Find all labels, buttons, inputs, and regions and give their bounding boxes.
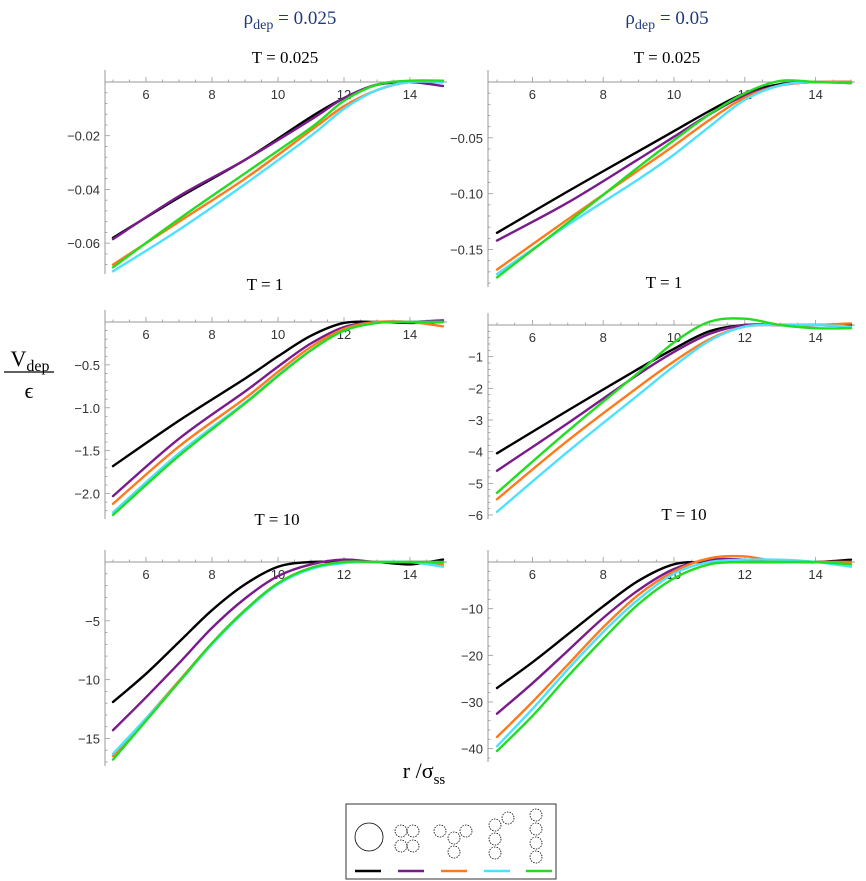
y-tick-label: −1.0 — [74, 401, 100, 416]
panel-title: T = 10 — [661, 505, 706, 524]
four-sphere-zigzag-icon — [488, 811, 515, 860]
x-tick-label: 14 — [403, 327, 417, 342]
y-tick-label: −0.10 — [450, 187, 483, 202]
series-line-3 — [495, 80, 853, 271]
series-line-3 — [111, 80, 445, 266]
series-line-4 — [111, 80, 445, 273]
x-axis-label: r /σss — [403, 758, 446, 788]
series-line-5 — [111, 79, 445, 269]
y-tick-label: −2.0 — [74, 487, 100, 502]
x-tick-label: 8 — [208, 567, 215, 582]
x-tick-label: 6 — [529, 567, 536, 582]
y-axis-label: Vdep ϵ — [4, 346, 54, 403]
series-line-3 — [111, 320, 445, 505]
panel-title: T = 10 — [254, 510, 299, 529]
series-line-5 — [111, 320, 445, 517]
x-tick-label: 10 — [271, 87, 285, 102]
series-line-5 — [111, 560, 445, 761]
x-tick-label: 8 — [208, 87, 215, 102]
y-tick-label: −0.04 — [67, 182, 100, 197]
panel-middle-right: T = 16 8 10 12 14−6−5−4−3−2−1 — [468, 273, 855, 523]
y-tick-label: −0.06 — [67, 236, 100, 251]
x-tick-label: 8 — [600, 330, 607, 345]
series-line-5 — [495, 317, 853, 494]
x-tick-label: 12 — [337, 567, 351, 582]
x-tick-label: 8 — [208, 327, 215, 342]
series-line-1 — [495, 80, 853, 234]
svg-text:Vdep: Vdep — [11, 346, 50, 375]
x-tick-label: 14 — [808, 330, 822, 345]
four-sphere-cluster-icon — [394, 824, 420, 853]
x-tick-label: 14 — [808, 87, 822, 102]
x-tick-label: 10 — [271, 327, 285, 342]
y-tick-label: −3 — [468, 413, 483, 428]
legend — [345, 803, 557, 880]
x-tick-label: 14 — [403, 567, 417, 582]
x-tick-label: 6 — [142, 567, 149, 582]
y-tick-label: −2 — [468, 381, 483, 396]
y-tick-label: −15 — [78, 731, 100, 746]
x-tick-label: 6 — [142, 327, 149, 342]
y-tick-label: −5 — [468, 476, 483, 491]
y-tick-label: −40 — [461, 742, 483, 757]
x-tick-label: 6 — [529, 330, 536, 345]
panel-title: T = 0.025 — [634, 48, 700, 67]
y-tick-label: −20 — [461, 648, 483, 663]
x-tick-label: 8 — [600, 87, 607, 102]
four-sphere-branched-icon — [433, 824, 473, 859]
svg-text:ϵ: ϵ — [25, 378, 34, 403]
x-tick-label: 6 — [142, 87, 149, 102]
series-line-5 — [495, 79, 853, 279]
series-line-1 — [111, 320, 445, 468]
panel-title: T = 1 — [646, 273, 683, 292]
y-tick-label: −10 — [461, 602, 483, 617]
x-tick-label: 12 — [738, 567, 752, 582]
series-line-2 — [495, 323, 853, 472]
panel-title: T = 0.025 — [252, 48, 318, 67]
y-tick-label: −30 — [461, 695, 483, 710]
y-tick-label: −5 — [85, 614, 100, 629]
series-line-4 — [495, 323, 853, 513]
panel-bottom-left: T = 106 8 10 12 14−15−10−5 — [78, 510, 447, 766]
y-tick-label: −0.15 — [450, 243, 483, 258]
panel-middle-left: T = 16 8 10 12 14−2.0−1.5−1.0−0.5 — [74, 275, 447, 519]
single-sphere-icon — [354, 822, 384, 852]
column-header-rho-0.025: ρdep = 0.025 — [244, 8, 337, 33]
series-line-5 — [495, 560, 853, 753]
panel-title: T = 1 — [247, 275, 284, 294]
x-tick-label: 6 — [529, 87, 536, 102]
series-line-4 — [111, 320, 445, 514]
series-line-4 — [495, 80, 853, 276]
y-tick-label: −10 — [78, 673, 100, 688]
x-tick-label: 14 — [403, 87, 417, 102]
y-tick-label: −0.5 — [74, 358, 100, 373]
y-tick-label: −4 — [468, 445, 483, 460]
series-line-3 — [495, 554, 853, 739]
series-line-2 — [495, 80, 853, 242]
x-tick-label: 12 — [738, 330, 752, 345]
y-tick-label: −0.05 — [450, 131, 483, 146]
x-tick-label: 14 — [808, 567, 822, 582]
y-tick-label: −1.5 — [74, 444, 100, 459]
series-line-4 — [495, 558, 853, 748]
y-tick-label: −1 — [468, 350, 483, 365]
x-tick-label: 8 — [600, 567, 607, 582]
four-sphere-chain-icon — [529, 808, 543, 864]
legend-box — [345, 803, 557, 880]
x-tick-label: 10 — [667, 87, 681, 102]
y-tick-label: −0.02 — [67, 129, 100, 144]
column-header-rho-0.05: ρdep = 0.05 — [625, 8, 708, 33]
panel-bottom-right: T = 106 8 10 12 14−40−30−20−10 — [461, 505, 855, 762]
y-tick-label: −6 — [468, 508, 483, 523]
